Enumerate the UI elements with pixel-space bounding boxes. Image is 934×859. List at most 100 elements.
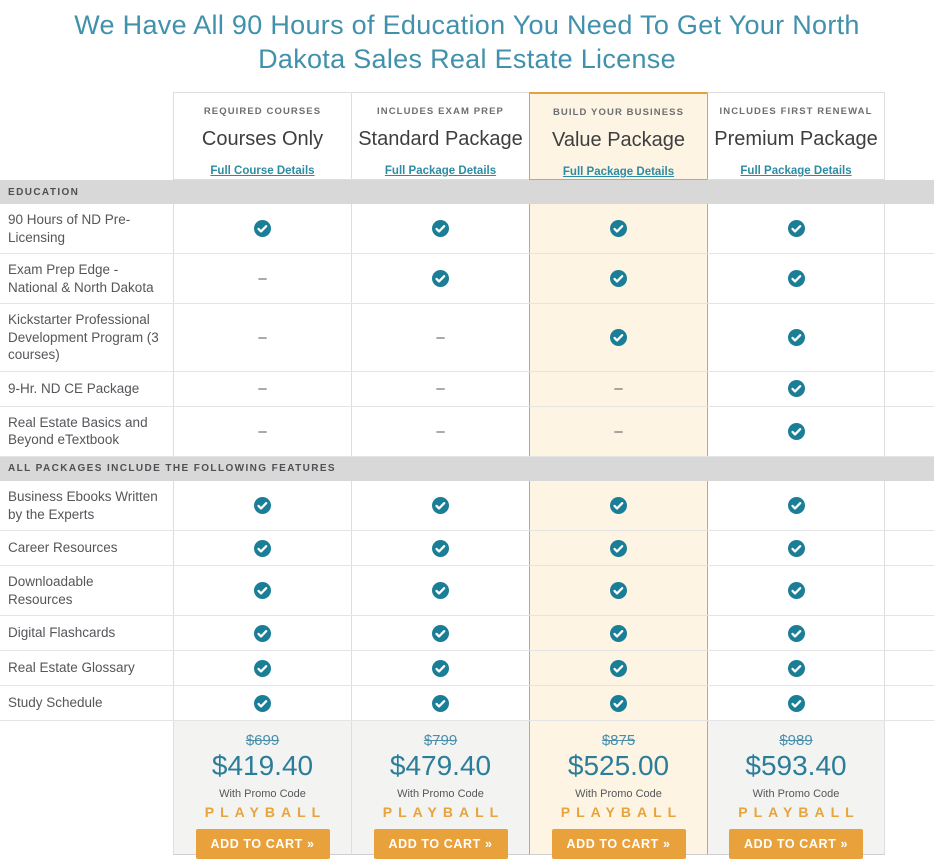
feature-value-cell: [529, 480, 707, 531]
section-header-all-packages-include-the-following-features: ALL PACKAGES INCLUDE THE FOLLOWING FEATU…: [0, 456, 934, 481]
dash-mark: –: [258, 422, 267, 440]
original-price: $799: [423, 732, 458, 750]
check-icon: [432, 582, 449, 600]
check-icon: [432, 624, 449, 642]
check-icon: [787, 329, 805, 347]
package-name: Standard Package: [358, 128, 523, 151]
package-header-standard-package: INCLUDES EXAM PREP Standard Package Full P…: [351, 92, 529, 181]
feature-label: Downloadable Resources: [8, 574, 94, 607]
feature-value-cell: [173, 566, 351, 616]
promo-code: PLAYBALL: [560, 804, 683, 821]
original-price: $699: [245, 732, 280, 750]
feature-value-cell: [707, 371, 885, 406]
feature-value-cell: [707, 531, 885, 566]
feature-value-cell: [707, 686, 885, 721]
original-price: $875: [601, 732, 636, 750]
pricing-row: $699 $419.40 With Promo Code PLAYBALL ADD TO…: [0, 721, 934, 859]
promo-code-label: With Promo Code: [397, 788, 484, 801]
feature-row-real-estate-glossary: Real Estate Glossary: [0, 651, 934, 687]
feature-label: 90 Hours of ND Pre-Licensing: [8, 212, 131, 245]
full-details-link[interactable]: Full Package Details: [562, 166, 675, 179]
feature-value-cell: [707, 651, 885, 686]
check-icon: [610, 497, 627, 514]
check-icon: [610, 220, 627, 238]
feature-value-cell: [707, 406, 885, 456]
feature-row-exam-prep-edge-national-north-dakota: Exam Prep Edge - National & North Dakota…: [0, 254, 934, 305]
feature-label: Digital Flashcards: [8, 625, 116, 641]
feature-value-cell: [707, 254, 885, 304]
feature-value-cell: [529, 204, 707, 254]
dash-mark: –: [258, 270, 267, 288]
check-icon: [610, 582, 627, 600]
add-to-cart-button[interactable]: ADD TO CART »: [729, 829, 863, 859]
promo-code: PLAYBALL: [204, 804, 327, 821]
feature-value-cell: [173, 651, 351, 686]
add-to-cart-button[interactable]: ADD TO CART »: [551, 829, 686, 859]
pricing-spacer: [0, 721, 173, 855]
full-details-link[interactable]: Full Package Details: [384, 165, 497, 178]
feature-value-cell: [529, 531, 707, 566]
check-icon: [610, 539, 627, 557]
feature-label: 9-Hr. ND CE Package: [8, 381, 140, 397]
feature-value-cell: [529, 304, 707, 371]
package-name: Courses Only: [201, 128, 324, 151]
check-icon: [787, 497, 805, 514]
feature-label: Business Ebooks Written by the Experts: [8, 488, 158, 522]
check-icon: [254, 624, 271, 642]
full-details-link[interactable]: Full Package Details: [740, 165, 852, 178]
add-to-cart-button[interactable]: ADD TO CART »: [373, 829, 508, 859]
check-icon: [610, 270, 627, 288]
section-header-education: EDUCATION: [0, 180, 934, 205]
check-icon: [787, 422, 805, 440]
check-icon: [254, 539, 271, 557]
promo-code-label: With Promo Code: [752, 788, 840, 801]
add-to-cart-button[interactable]: ADD TO CART »: [195, 829, 330, 859]
feature-value-cell: [173, 204, 351, 254]
promo-code: PLAYBALL: [382, 804, 505, 821]
pricing-cell-courses-only: $699 $419.40 With Promo Code PLAYBALL ADD TO…: [173, 721, 351, 859]
feature-value-cell: [351, 204, 529, 254]
pricing-cell-standard-package: $799 $479.40 With Promo Code PLAYBALL ADD TO…: [351, 721, 529, 859]
feature-value-cell: [173, 531, 351, 566]
feature-value-cell: [707, 480, 885, 531]
feature-value-cell: [707, 204, 885, 254]
feature-value-cell: [707, 616, 885, 651]
sale-price: $593.40: [745, 750, 847, 782]
package-comparison-table: REQUIRED COURSES Courses Only Full Course …: [0, 92, 934, 859]
feature-label: Career Resources: [8, 540, 118, 556]
feature-value-cell: [529, 651, 707, 686]
check-icon: [432, 659, 449, 677]
check-icon: [254, 582, 271, 600]
package-header-row: REQUIRED COURSES Courses Only Full Course …: [0, 92, 934, 181]
pricing-cell-premium-package: $989 $593.40 With Promo Code PLAYBALL ADD TO…: [707, 721, 885, 859]
package-header-premium-package: INCLUDES FIRST RENEWAL Premium Package Ful…: [707, 92, 885, 181]
feature-value-cell: –: [351, 371, 529, 406]
check-icon: [787, 220, 805, 238]
feature-value-cell: –: [351, 406, 529, 456]
feature-value-cell: [707, 566, 885, 616]
check-icon: [254, 659, 271, 677]
check-icon: [787, 582, 805, 600]
dash-mark: –: [258, 329, 267, 347]
feature-value-cell: –: [529, 371, 707, 406]
full-details-link[interactable]: Full Course Details: [210, 165, 315, 178]
feature-value-cell: [351, 686, 529, 721]
feature-label: Real Estate Glossary: [8, 660, 135, 676]
package-tagline: INCLUDES EXAM PREP: [377, 106, 504, 118]
sale-price: $479.40: [389, 750, 492, 782]
feature-row-downloadable-resources: Downloadable Resources: [0, 566, 934, 617]
check-icon: [787, 270, 805, 288]
feature-value-cell: [351, 480, 529, 531]
check-icon: [787, 380, 805, 398]
feature-value-cell: [529, 566, 707, 616]
feature-label: Real Estate Basics and Beyond eTextbook: [8, 414, 148, 448]
feature-value-cell: [529, 254, 707, 304]
sale-price: $525.00: [567, 750, 670, 782]
feature-value-cell: [351, 566, 529, 616]
feature-label: Exam Prep Edge - National & North Dakota: [8, 262, 154, 295]
feature-value-cell: –: [351, 304, 529, 371]
check-icon: [610, 329, 627, 347]
package-tagline: BUILD YOUR BUSINESS: [552, 107, 685, 119]
promo-code-label: With Promo Code: [219, 788, 306, 801]
dash-mark: –: [436, 422, 445, 440]
